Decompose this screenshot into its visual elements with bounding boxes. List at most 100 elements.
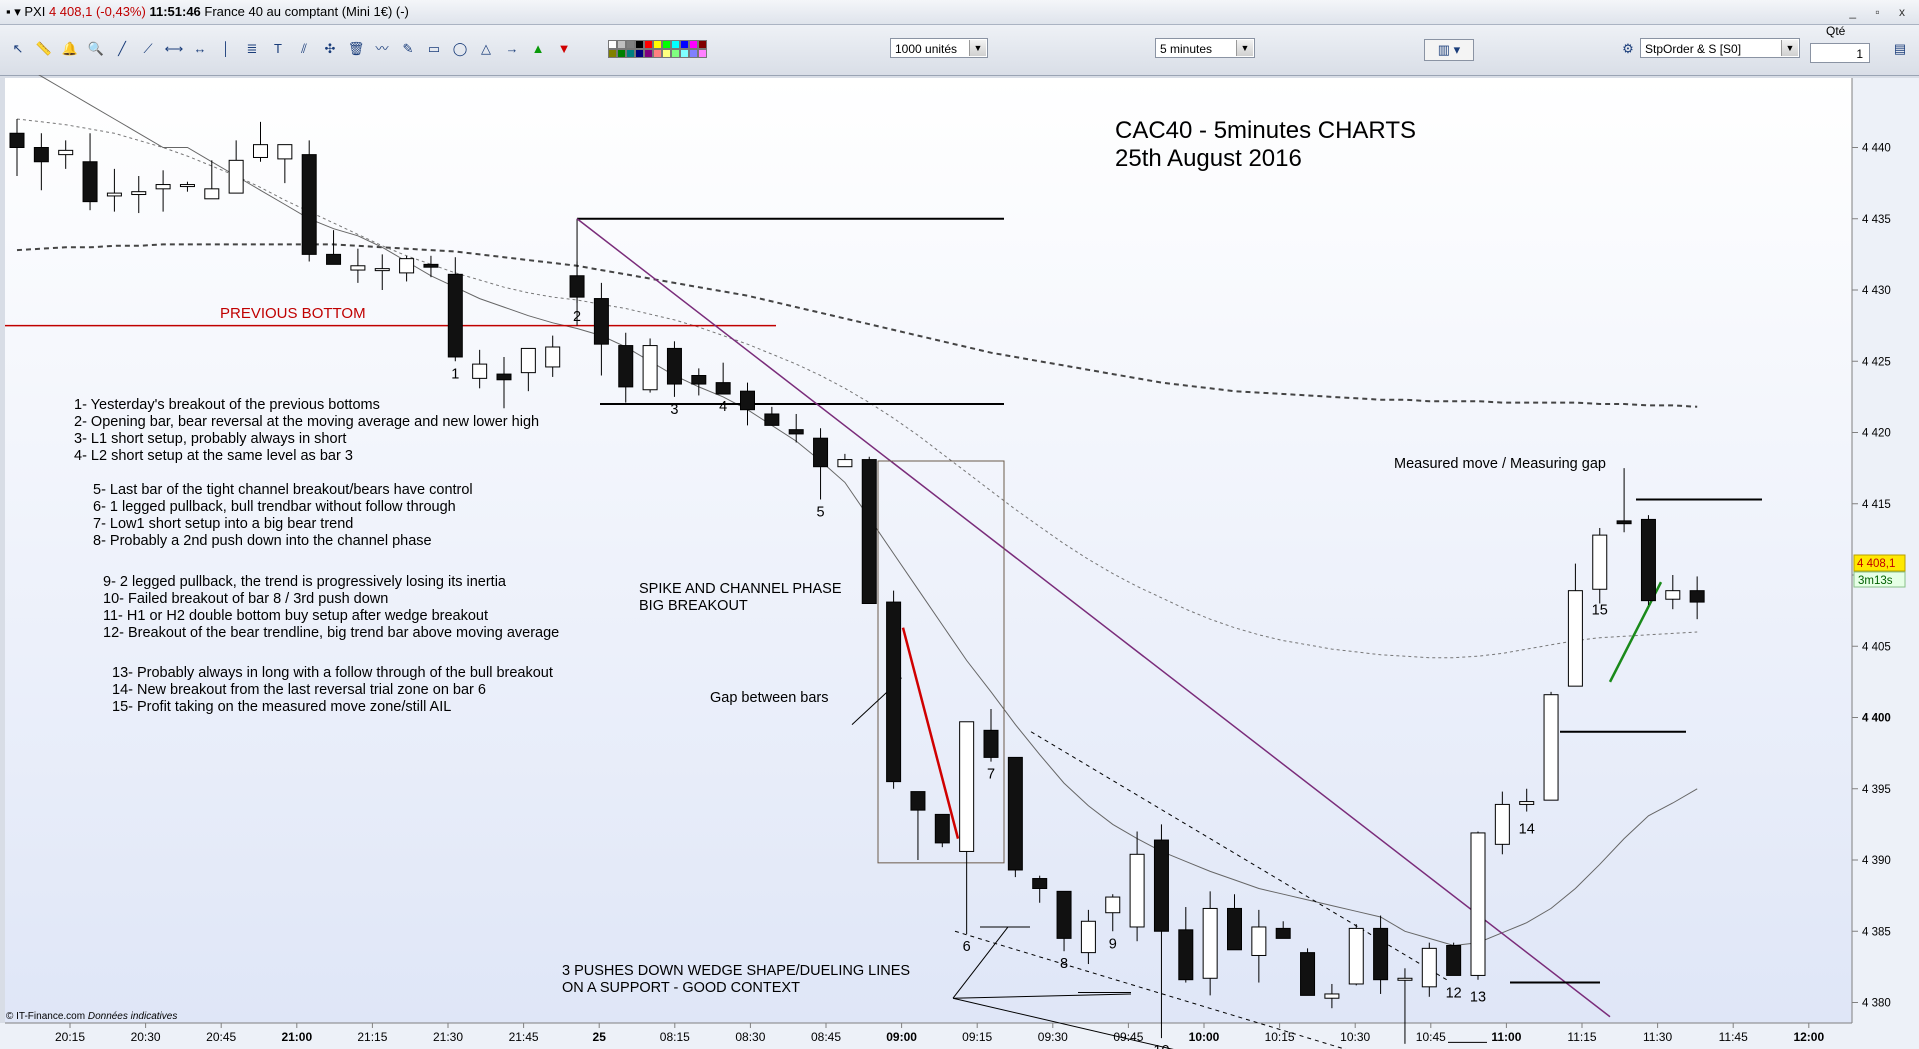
window-controls[interactable]: _ ▫ x bbox=[1849, 5, 1913, 19]
order-type-value: StpOrder & S [S0] bbox=[1645, 42, 1742, 56]
candle bbox=[1373, 915, 1389, 994]
vline-icon[interactable]: │ bbox=[221, 41, 231, 56]
bear-candle-body bbox=[496, 373, 512, 381]
chart-type-icon[interactable]: ▥ ▾ bbox=[1424, 39, 1474, 61]
candle bbox=[1348, 924, 1364, 986]
color-swatch[interactable] bbox=[626, 49, 635, 58]
line-icon[interactable]: ╱ bbox=[118, 41, 126, 56]
sell-arrow-icon[interactable]: ▼ bbox=[557, 41, 571, 56]
price-axis bbox=[1852, 78, 1919, 1023]
color-swatch[interactable] bbox=[644, 49, 653, 58]
color-swatch[interactable] bbox=[635, 49, 644, 58]
tools-icon[interactable]: ✣ bbox=[324, 41, 336, 56]
color-swatch[interactable] bbox=[680, 49, 689, 58]
candle bbox=[691, 368, 707, 396]
color-swatch[interactable] bbox=[608, 49, 617, 58]
alarm-icon[interactable]: 🔔 bbox=[61, 41, 79, 56]
order-type-select[interactable]: StpOrder & S [S0] ▼ bbox=[1640, 38, 1800, 58]
color-swatch[interactable] bbox=[617, 49, 626, 58]
bull-candle-body bbox=[1129, 853, 1145, 928]
candle bbox=[642, 338, 658, 393]
color-swatch[interactable] bbox=[689, 49, 698, 58]
color-swatch[interactable] bbox=[698, 40, 707, 49]
color-swatch[interactable] bbox=[626, 40, 635, 49]
color-swatch[interactable] bbox=[671, 49, 680, 58]
y-tick-label: 4 420 bbox=[1862, 428, 1891, 440]
trash-icon[interactable]: 🗑 bbox=[347, 41, 365, 56]
chevron-down-icon[interactable]: ▼ bbox=[1236, 40, 1253, 56]
y-tick-label: 4 430 bbox=[1862, 285, 1891, 297]
color-swatch[interactable] bbox=[635, 40, 644, 49]
copyright-note: Données indicatives bbox=[88, 1011, 178, 1022]
color-swatch[interactable] bbox=[671, 40, 680, 49]
candle bbox=[204, 160, 220, 200]
candle bbox=[1056, 890, 1072, 952]
bull-candle-body bbox=[545, 346, 561, 368]
candle bbox=[1300, 948, 1316, 996]
instrument-name: France 40 au comptant (Mini 1€) (-) bbox=[204, 4, 409, 19]
fibo-icon[interactable]: ≣ bbox=[246, 41, 258, 56]
units-select[interactable]: 1000 unités ▼ bbox=[890, 38, 988, 58]
pen-icon[interactable]: ✎ bbox=[402, 41, 414, 56]
timeframe-select[interactable]: 5 minutes ▼ bbox=[1155, 38, 1255, 58]
color-swatch[interactable] bbox=[689, 40, 698, 49]
color-swatch[interactable] bbox=[662, 49, 671, 58]
y-tick-label: 4 425 bbox=[1862, 356, 1891, 368]
order-tool-icon[interactable]: ⚙ bbox=[1622, 41, 1634, 56]
bull-candle-body bbox=[1665, 590, 1681, 600]
note-8: 8- Probably a 2nd push down into the cha… bbox=[93, 533, 432, 549]
channel-icon[interactable]: ⫽ bbox=[301, 41, 307, 56]
ellipse-icon[interactable]: ◯ bbox=[452, 41, 468, 56]
color-swatch[interactable] bbox=[608, 40, 617, 49]
ma-fast-line bbox=[38, 75, 1698, 947]
bear-candle-body bbox=[1153, 839, 1169, 932]
color-swatch[interactable] bbox=[653, 49, 662, 58]
triangle-icon[interactable]: △ bbox=[481, 41, 491, 56]
candle bbox=[326, 230, 342, 265]
color-swatch[interactable] bbox=[644, 40, 653, 49]
ruler-icon[interactable]: 📏 bbox=[35, 41, 53, 56]
bear-candle-body bbox=[33, 147, 49, 163]
chevron-down-icon[interactable]: ▼ bbox=[1781, 40, 1798, 56]
candle bbox=[1080, 909, 1096, 965]
color-swatch[interactable] bbox=[680, 40, 689, 49]
wedge-pointer-c bbox=[952, 997, 1174, 1049]
cursor-icon[interactable]: ↖ bbox=[12, 41, 24, 56]
color-swatch[interactable] bbox=[653, 40, 662, 49]
x-tick-label: 21:30 bbox=[433, 1030, 463, 1044]
candle bbox=[228, 140, 244, 194]
zigzag-icon[interactable]: 〰 bbox=[375, 41, 389, 56]
note-1: 1- Yesterday's breakout of the previous … bbox=[74, 397, 380, 413]
bear-candle-body bbox=[1227, 907, 1242, 951]
zoom-icon[interactable]: 🔍 bbox=[87, 41, 105, 56]
candle bbox=[1519, 788, 1535, 812]
buy-arrow-icon[interactable]: ▲ bbox=[531, 41, 545, 56]
instrument-code: PXI bbox=[24, 4, 46, 19]
bear-candle-body bbox=[861, 459, 877, 605]
arrow-right-icon[interactable]: → bbox=[505, 41, 519, 56]
chevron-down-icon[interactable]: ▼ bbox=[969, 40, 986, 56]
x-tick-label: 21:15 bbox=[357, 1030, 387, 1044]
candle bbox=[1470, 831, 1486, 980]
drawings bbox=[5, 217, 1762, 1049]
bear-candle-body bbox=[9, 132, 25, 148]
note-12: 12- Breakout of the bear trendline, big … bbox=[103, 625, 559, 641]
qty-input[interactable]: 1 bbox=[1810, 43, 1870, 63]
color-swatch[interactable] bbox=[698, 49, 707, 58]
rect-icon[interactable]: ▭ bbox=[427, 41, 441, 56]
bar-label-3: 3 bbox=[670, 402, 678, 418]
candle bbox=[593, 282, 609, 376]
bear-trendline bbox=[576, 218, 1611, 1018]
window-menu-icon[interactable]: ▪ ▾ bbox=[6, 4, 21, 19]
candle bbox=[472, 349, 488, 389]
hsegment-icon[interactable]: ↔ bbox=[193, 41, 207, 56]
bear-candle-body bbox=[326, 253, 342, 265]
basket-icon[interactable]: ▤ bbox=[1893, 41, 1907, 56]
hline-icon[interactable]: ⟷ bbox=[164, 41, 184, 56]
color-swatch[interactable] bbox=[662, 40, 671, 49]
text-icon[interactable]: T bbox=[274, 41, 282, 56]
note-4: 4- L2 short setup at the same level as b… bbox=[74, 448, 353, 464]
color-swatch[interactable] bbox=[617, 40, 626, 49]
candle bbox=[9, 119, 25, 176]
trendline-icon[interactable]: ⟋ bbox=[143, 41, 153, 56]
